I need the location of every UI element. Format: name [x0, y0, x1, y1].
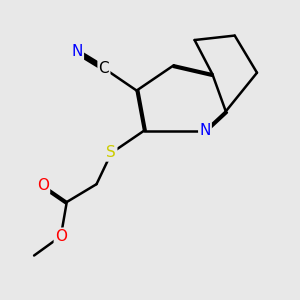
Text: S: S [106, 146, 116, 160]
Text: C: C [99, 61, 109, 76]
Text: N: N [199, 123, 211, 138]
Text: N: N [71, 44, 83, 59]
Text: O: O [37, 178, 49, 193]
Text: O: O [55, 229, 67, 244]
